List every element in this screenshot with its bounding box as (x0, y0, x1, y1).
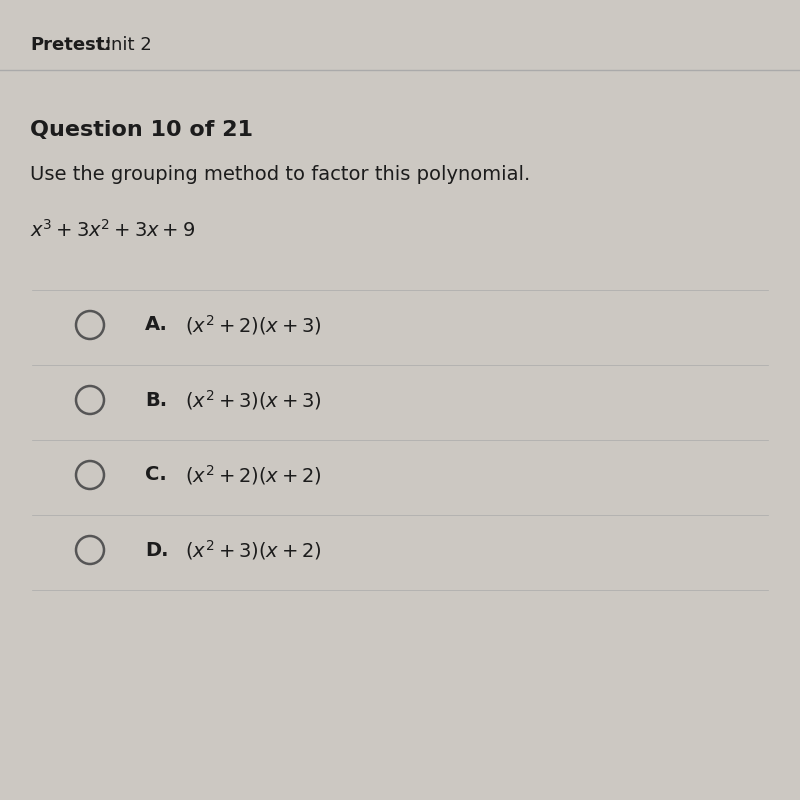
Text: A.: A. (145, 315, 168, 334)
Text: Use the grouping method to factor this polynomial.: Use the grouping method to factor this p… (30, 166, 530, 185)
Text: D.: D. (145, 541, 169, 559)
Text: $(x^2+3)(x+2)$: $(x^2+3)(x+2)$ (185, 538, 322, 562)
Text: $x^3 +3x^2 +3x+9$: $x^3 +3x^2 +3x+9$ (30, 219, 195, 241)
Text: B.: B. (145, 390, 167, 410)
Text: $(x^2+2)(x+2)$: $(x^2+2)(x+2)$ (185, 463, 322, 487)
Text: Question 10 of 21: Question 10 of 21 (30, 120, 253, 140)
Text: $(x^2+2)(x+3)$: $(x^2+2)(x+3)$ (185, 313, 322, 337)
Text: Unit 2: Unit 2 (92, 36, 152, 54)
Text: Pretest:: Pretest: (30, 36, 111, 54)
Text: $(x^2+3)(x+3)$: $(x^2+3)(x+3)$ (185, 388, 322, 412)
Text: C.: C. (145, 466, 166, 485)
